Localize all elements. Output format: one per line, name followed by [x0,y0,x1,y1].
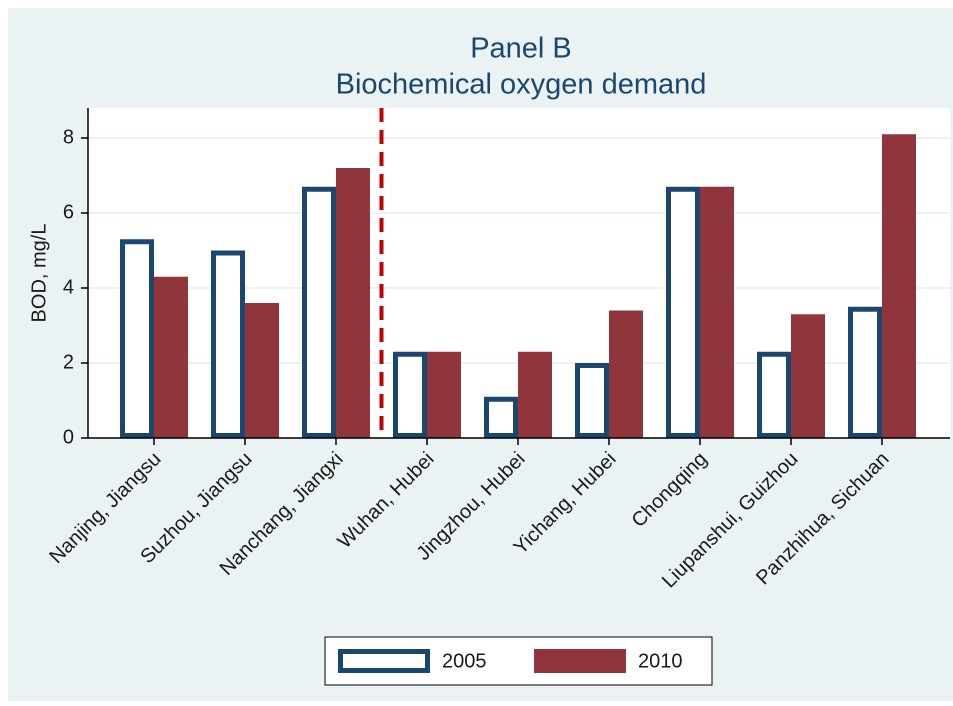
bar [393,351,427,438]
legend-swatch [534,649,626,673]
bar [666,186,700,438]
chart-title: Panel B [470,33,572,65]
y-axis-label: BOD, mg/L [28,224,50,323]
bar [154,276,188,438]
bar [700,186,734,438]
legend-swatch [338,649,430,673]
y-tick-label: 2 [63,351,74,373]
bar [757,351,791,438]
bar [245,303,279,438]
legend-label: 2010 [638,650,683,672]
bar [848,306,882,438]
bar [336,168,370,438]
bar [791,314,825,438]
bar [427,351,461,438]
bar [484,396,518,438]
y-tick-label: 6 [63,201,74,223]
bar [609,310,643,438]
chart-subtitle: Biochemical oxygen demand [336,69,707,101]
y-tick-label: 8 [63,126,74,148]
y-tick-label: 4 [63,276,74,298]
bar [302,186,336,438]
bar [882,134,916,438]
bar [120,239,154,438]
y-tick-label: 0 [63,426,74,448]
bar [575,363,609,438]
bar [518,351,552,438]
bar [211,250,245,438]
legend-label: 2005 [442,650,487,672]
